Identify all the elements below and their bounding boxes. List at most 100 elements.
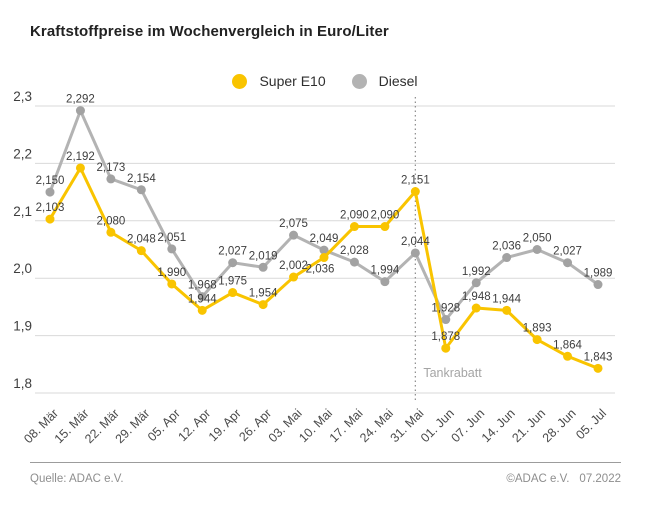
data-point-super-e10 xyxy=(349,222,359,232)
x-tick-label: 05. Apr xyxy=(145,406,183,444)
y-tick-label: 1,9 xyxy=(13,319,32,334)
data-label-diesel: 2,019 xyxy=(249,250,278,262)
legend-item-super-e10: Super E10 xyxy=(232,73,326,89)
data-label-super-e10: 1,944 xyxy=(188,293,217,305)
y-tick-label: 2,1 xyxy=(13,204,32,219)
x-tick-label: 29. Mär xyxy=(113,406,153,446)
data-label-diesel: 2,051 xyxy=(157,232,186,244)
footer-divider xyxy=(30,462,621,463)
data-label-diesel: 1,992 xyxy=(462,266,491,278)
data-label-super-e10: 2,048 xyxy=(127,234,156,246)
data-point-super-e10 xyxy=(410,187,420,197)
data-label-super-e10: 1,954 xyxy=(249,288,278,300)
data-label-diesel: 2,027 xyxy=(218,246,247,258)
data-point-diesel xyxy=(167,244,177,254)
data-point-diesel xyxy=(197,292,207,302)
x-tick-label: 14. Jun xyxy=(479,406,518,445)
data-point-diesel xyxy=(502,253,512,263)
x-tick-label: 31. Mai xyxy=(388,406,427,445)
legend-label-diesel: Diesel xyxy=(378,73,418,89)
data-label-diesel: 2,075 xyxy=(279,218,308,230)
data-point-super-e10 xyxy=(289,272,299,282)
data-point-super-e10 xyxy=(136,246,146,256)
data-point-super-e10 xyxy=(563,351,573,361)
data-point-diesel xyxy=(136,185,146,195)
chart-title: Kraftstoffpreise im Wochenvergleich in E… xyxy=(30,23,389,40)
data-label-diesel: 2,150 xyxy=(36,175,65,187)
x-tick-label: 10. Mai xyxy=(296,406,335,445)
data-label-super-e10: 1,893 xyxy=(523,323,552,335)
data-label-diesel: 2,292 xyxy=(66,94,95,106)
data-label-super-e10: 2,103 xyxy=(36,202,65,214)
data-label-super-e10: 2,080 xyxy=(96,215,125,227)
data-point-diesel xyxy=(45,187,55,197)
data-point-diesel xyxy=(258,262,268,272)
x-tick-label: 07. Jun xyxy=(448,406,487,445)
data-point-diesel xyxy=(319,245,329,255)
series-line-diesel xyxy=(48,109,600,322)
data-label-super-e10: 2,090 xyxy=(340,210,369,222)
data-point-super-e10 xyxy=(45,214,55,224)
data-point-diesel xyxy=(593,280,603,290)
x-tick-label: 24. Mai xyxy=(357,406,396,445)
data-label-super-e10: 2,151 xyxy=(401,175,430,187)
data-label-super-e10: 2,002 xyxy=(279,260,308,272)
data-point-diesel xyxy=(380,277,390,287)
data-point-diesel xyxy=(75,106,85,116)
data-point-super-e10 xyxy=(167,279,177,289)
data-label-super-e10: 2,192 xyxy=(66,151,95,163)
x-tick-label: 21. Jun xyxy=(509,406,548,445)
data-point-diesel xyxy=(563,258,573,268)
data-label-diesel: 1,994 xyxy=(370,265,399,277)
data-point-super-e10 xyxy=(380,222,390,232)
data-point-super-e10 xyxy=(197,305,207,315)
data-label-diesel: 2,044 xyxy=(401,236,430,248)
data-label-diesel: 2,036 xyxy=(492,241,521,253)
data-label-diesel: 2,154 xyxy=(127,173,156,185)
data-label-super-e10: 2,036 xyxy=(306,264,335,276)
data-point-diesel xyxy=(228,258,238,268)
data-label-super-e10: 1,948 xyxy=(462,291,491,303)
data-label-diesel: 2,028 xyxy=(340,245,369,257)
data-point-super-e10 xyxy=(441,343,451,353)
data-point-super-e10 xyxy=(258,300,268,310)
data-point-diesel xyxy=(532,245,542,254)
data-point-diesel xyxy=(441,315,451,325)
data-label-super-e10: 1,944 xyxy=(492,293,521,305)
data-label-diesel: 2,173 xyxy=(96,162,125,174)
x-tick-label: 03. Mai xyxy=(266,406,305,445)
x-tick-label: 01. Jun xyxy=(418,406,457,445)
x-tick-label: 05. Jul xyxy=(573,406,609,442)
x-tick-label: 17. Mai xyxy=(327,406,366,445)
footer-date: 07.2022 xyxy=(579,473,621,485)
y-tick-label: 2,0 xyxy=(13,261,32,276)
data-point-super-e10 xyxy=(532,335,542,345)
data-point-diesel xyxy=(471,278,481,288)
data-label-diesel: 2,049 xyxy=(310,233,339,245)
legend-dot-diesel xyxy=(351,73,367,89)
footer: Quelle: ADAC e.V. ©ADAC e.V. 07.2022 xyxy=(30,473,621,485)
data-point-super-e10 xyxy=(593,363,603,373)
copyright-block: ©ADAC e.V. 07.2022 xyxy=(506,473,621,485)
x-tick-label: 19. Apr xyxy=(206,406,244,444)
data-label-super-e10: 1,975 xyxy=(218,276,247,288)
legend-item-diesel: Diesel xyxy=(351,73,418,89)
data-point-diesel xyxy=(106,174,116,184)
y-tick-label: 1,8 xyxy=(13,376,32,391)
x-tick-label: 12. Apr xyxy=(175,406,213,444)
y-tick-label: 2,2 xyxy=(13,146,32,161)
data-point-super-e10 xyxy=(471,303,481,313)
data-label-super-e10: 1,990 xyxy=(157,267,186,279)
data-label-diesel: 1,989 xyxy=(584,268,613,280)
copyright-note: ©ADAC e.V. xyxy=(506,473,570,485)
data-point-diesel xyxy=(349,257,359,267)
x-tick-label: 28. Jun xyxy=(540,406,579,445)
source-note: Quelle: ADAC e.V. xyxy=(30,473,124,485)
data-point-diesel xyxy=(410,248,420,258)
data-point-diesel xyxy=(289,230,299,240)
data-label-super-e10: 1,878 xyxy=(431,331,460,343)
y-tick-label: 2,3 xyxy=(13,89,32,104)
data-point-super-e10 xyxy=(319,253,329,263)
